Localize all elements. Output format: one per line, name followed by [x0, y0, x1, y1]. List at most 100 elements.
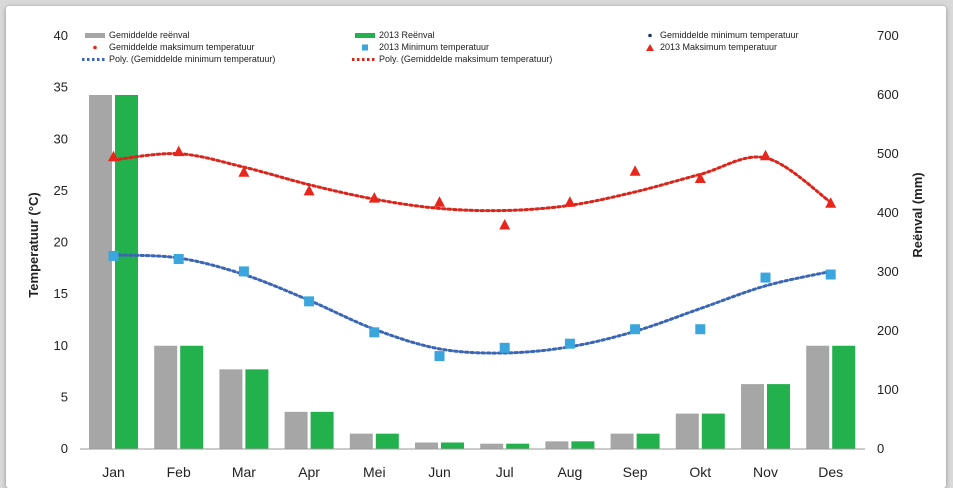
- bar-2013-re-nval-okt: [701, 413, 725, 449]
- category-label-feb: Feb: [167, 464, 191, 480]
- point-2013-minimum-temperatuur-feb: [173, 254, 184, 265]
- bar-2013-re-nval-jul: [506, 443, 530, 449]
- legend-swatch-avg-rain: [85, 33, 105, 38]
- bar-2013-re-nval-aug: [571, 441, 595, 449]
- right-tick-label-100: 100: [877, 382, 899, 397]
- right-axis-title: Reënval (mm): [910, 172, 925, 257]
- category-label-mar: Mar: [232, 464, 256, 480]
- point-2013-maksimum-temperatuur-feb: [173, 145, 185, 157]
- bar-2013-re-nval-mei: [375, 433, 399, 449]
- category-label-nov: Nov: [753, 464, 778, 480]
- bar-2013-re-nval-jun: [441, 442, 464, 449]
- right-tick-label-400: 400: [877, 205, 899, 220]
- category-label-des: Des: [818, 464, 843, 480]
- left-tick-label-30: 30: [54, 131, 68, 146]
- point-2013-minimum-temperatuur-sep: [630, 324, 641, 335]
- legend-label-avg-rain: Gemiddelde reënval: [109, 30, 190, 40]
- right-tick-label-0: 0: [877, 441, 884, 456]
- legend-entry-2013-rain: 2013 Reënval: [355, 30, 435, 40]
- left-tick-label-10: 10: [54, 338, 68, 353]
- bar-gemiddelde-re-nval-aug: [545, 441, 569, 449]
- bar-2013-re-nval-feb: [180, 345, 204, 449]
- point-2013-maksimum-temperatuur-nov: [760, 149, 771, 161]
- left-tick-label-0: 0: [61, 441, 68, 456]
- point-2013-maksimum-temperatuur-aug: [564, 196, 576, 207]
- legend-label-2013-rain: 2013 Reënval: [379, 30, 435, 40]
- point-2013-minimum-temperatuur-jul: [499, 342, 510, 353]
- bar-2013-re-nval-des: [832, 345, 856, 449]
- legend-label-poly-max: Poly. (Gemiddelde maksimum temperatuur): [379, 54, 552, 64]
- legend-entry-poly-min: Poly. (Gemiddelde minimum temperatuur): [82, 54, 275, 64]
- legend-entry-avg-max: Gemiddelde maksimum temperatuur: [93, 42, 255, 52]
- legend-entry-avg-min: Gemiddelde minimum temperatuur: [648, 30, 799, 40]
- bars-layer: [89, 95, 856, 449]
- points-layer: [108, 145, 837, 362]
- legend-entry-avg-rain: Gemiddelde reënval: [85, 30, 190, 40]
- right-tick-label-600: 600: [877, 87, 899, 102]
- point-2013-maksimum-temperatuur-mar: [238, 166, 250, 177]
- legend-label-poly-min: Poly. (Gemiddelde minimum temperatuur): [109, 54, 275, 64]
- legend-label-avg-min: Gemiddelde minimum temperatuur: [660, 30, 799, 40]
- point-2013-minimum-temperatuur-nov: [760, 272, 771, 283]
- point-2013-minimum-temperatuur-aug: [564, 338, 575, 349]
- point-2013-maksimum-temperatuur-mei: [368, 192, 380, 203]
- legend-marker-avg-max: [93, 45, 97, 50]
- category-label-sep: Sep: [623, 464, 648, 480]
- right-tick-label-700: 700: [877, 28, 899, 43]
- bar-gemiddelde-re-nval-okt: [675, 413, 699, 449]
- point-2013-maksimum-temperatuur-apr: [303, 184, 315, 196]
- legend-label-avg-max: Gemiddelde maksimum temperatuur: [109, 42, 255, 52]
- bar-2013-re-nval-apr: [310, 411, 334, 449]
- category-label-jan: Jan: [102, 464, 125, 480]
- bar-gemiddelde-re-nval-jul: [480, 443, 504, 449]
- left-axis-title: Temperatuur (°C): [26, 192, 41, 297]
- point-2013-maksimum-temperatuur-des: [825, 197, 837, 208]
- bar-2013-re-nval-jan: [115, 95, 138, 449]
- bar-2013-re-nval-sep: [636, 433, 660, 449]
- bar-gemiddelde-re-nval-feb: [154, 345, 178, 449]
- point-2013-minimum-temperatuur-apr: [304, 296, 315, 307]
- bar-gemiddelde-re-nval-des: [806, 345, 830, 449]
- legend-entry-2013-max: 2013 Maksimum temperatuur: [646, 42, 777, 52]
- bar-gemiddelde-re-nval-apr: [284, 411, 308, 449]
- trendline-poly-gemiddelde-maksimum-temperatuur: [112, 152, 833, 213]
- left-axis-ticks: 0 5 10 15 20 25 30 35 40: [54, 28, 68, 456]
- category-label-apr: Apr: [298, 464, 320, 480]
- point-2013-maksimum-temperatuur-jun: [434, 196, 445, 207]
- left-tick-label-35: 35: [54, 80, 68, 95]
- left-tick-label-40: 40: [54, 28, 68, 43]
- right-tick-label-300: 300: [877, 264, 899, 279]
- right-tick-label-500: 500: [877, 146, 899, 161]
- bar-gemiddelde-re-nval-mei: [349, 433, 373, 449]
- category-label-okt: Okt: [689, 464, 711, 480]
- category-label-mei: Mei: [363, 464, 386, 480]
- point-2013-maksimum-temperatuur-sep: [629, 165, 641, 176]
- point-2013-minimum-temperatuur-des: [825, 269, 836, 280]
- bar-2013-re-nval-nov: [767, 384, 790, 449]
- right-tick-label-200: 200: [877, 323, 899, 338]
- right-axis-ticks: 0 100 200 300 400 500 600 700: [877, 28, 899, 456]
- bar-gemiddelde-re-nval-jan: [89, 95, 112, 449]
- legend-entry-poly-max: Poly. (Gemiddelde maksimum temperatuur): [352, 54, 552, 64]
- category-label-aug: Aug: [557, 464, 582, 480]
- point-2013-maksimum-temperatuur-jul: [499, 218, 511, 230]
- point-2013-minimum-temperatuur-okt: [695, 324, 706, 335]
- legend-marker-2013-max: [646, 44, 654, 51]
- left-tick-label-20: 20: [54, 235, 68, 250]
- point-2013-maksimum-temperatuur-okt: [694, 172, 706, 183]
- left-tick-label-5: 5: [61, 389, 68, 404]
- bar-gemiddelde-re-nval-mar: [219, 369, 243, 449]
- legend-marker-avg-min: [648, 33, 652, 38]
- trendlines-layer: [112, 152, 833, 355]
- bar-gemiddelde-re-nval-nov: [741, 384, 764, 449]
- left-tick-label-15: 15: [54, 286, 68, 301]
- point-2013-minimum-temperatuur-mei: [369, 327, 380, 338]
- bar-gemiddelde-re-nval-jun: [415, 442, 438, 449]
- legend-label-2013-max: 2013 Maksimum temperatuur: [660, 42, 777, 52]
- legend: Gemiddelde reënval 2013 Reënval Gemiddel…: [82, 30, 799, 64]
- legend-label-2013-min: 2013 Minimum temperatuur: [379, 42, 489, 52]
- category-axis-ticks: Jan Feb Mar Apr Mei Jun Jul Aug Sep Okt Nov Des: [102, 464, 843, 480]
- bar-2013-re-nval-mar: [245, 369, 269, 449]
- legend-marker-2013-min: [362, 44, 368, 51]
